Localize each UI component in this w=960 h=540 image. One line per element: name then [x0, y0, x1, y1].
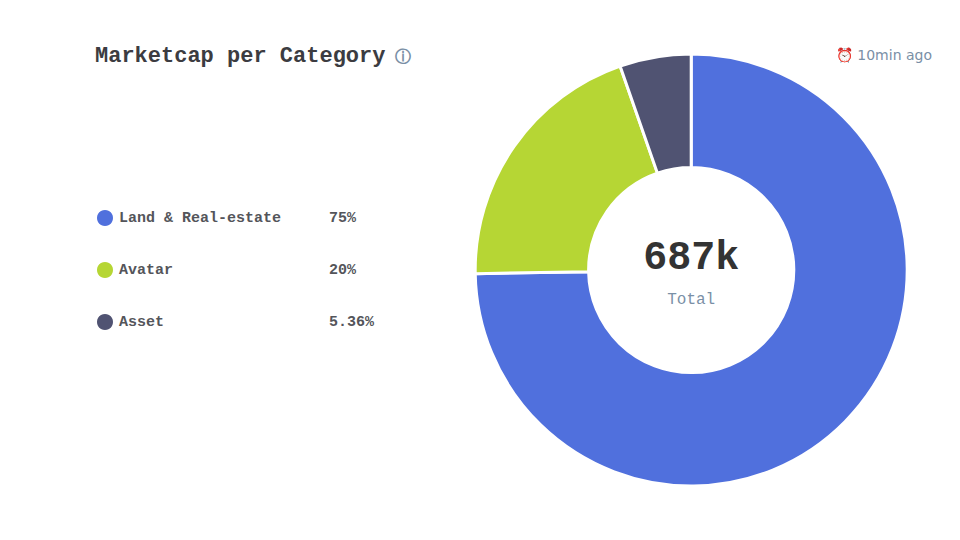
- svg-text:687k: 687k: [643, 236, 739, 281]
- svg-text:Asset: Asset: [119, 314, 164, 331]
- svg-text:Avatar: Avatar: [119, 262, 173, 279]
- svg-text:Total: Total: [667, 291, 715, 309]
- svg-text:20%: 20%: [329, 262, 357, 279]
- svg-text:ⓘ: ⓘ: [395, 47, 411, 66]
- svg-text:5.36%: 5.36%: [329, 314, 375, 331]
- svg-text:⏰ 10min ago: ⏰ 10min ago: [836, 46, 932, 64]
- svg-text:Marketcap per Category: Marketcap per Category: [95, 44, 385, 69]
- svg-text:75%: 75%: [329, 210, 357, 227]
- svg-text:Land & Real-estate: Land & Real-estate: [119, 210, 281, 227]
